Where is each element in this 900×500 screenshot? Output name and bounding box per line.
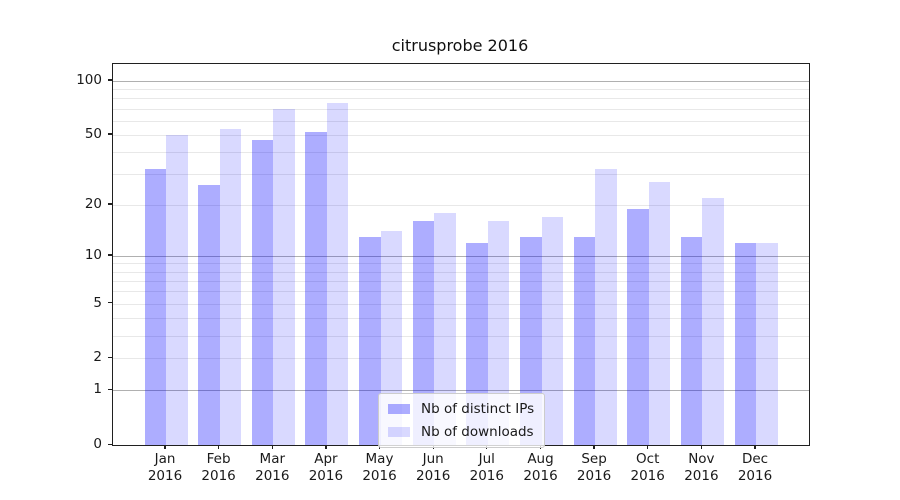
gridline-minor-4: [113, 318, 809, 319]
bars-layer: [113, 64, 809, 445]
x-tick-mark-Sep-2016: [593, 445, 595, 449]
y-tick-label-0: 0: [93, 436, 102, 452]
y-tick-label-2: 2: [93, 349, 102, 366]
x-tick-label-Jul-2016: Jul 2016: [469, 451, 504, 484]
bar-downloads-Jan-2016: [166, 134, 188, 445]
x-tick-label-Nov-2016: Nov 2016: [684, 451, 719, 484]
gridline-minor-70: [113, 108, 809, 110]
x-tick-mark-Nov-2016: [700, 445, 703, 449]
y-tick-mark-10: [108, 254, 112, 256]
x-tick-label-May-2016: May 2016: [362, 451, 397, 484]
gridline-minor-9: [113, 263, 809, 265]
bar-ips-Dec-2016: [734, 242, 756, 445]
bar-ips-Jan-2016: [144, 169, 166, 445]
x-tick-label-Apr-2016: Apr 2016: [308, 451, 344, 484]
y-tick-mark-0: [108, 443, 112, 445]
chart-title: citrusprobe 2016: [391, 36, 529, 55]
y-tick-mark-1: [108, 388, 112, 391]
gridline-minor-20: [113, 204, 809, 206]
x-tick-label-Aug-2016: Aug 2016: [523, 451, 558, 484]
y-tick-label-50: 50: [84, 125, 102, 142]
bar-ips-Oct-2016: [627, 208, 649, 445]
y-tick-mark-5: [108, 302, 112, 304]
x-tick-label-Jan-2016: Jan 2016: [147, 451, 183, 484]
legend-entry-downloads: Nb of downloads: [388, 424, 534, 440]
x-tick-mark-Oct-2016: [647, 445, 649, 449]
legend-label-distinct-ips: Nb of distinct IPs: [421, 401, 535, 417]
bar-downloads-Mar-2016: [273, 108, 295, 445]
bar-ips-Mar-2016: [251, 139, 274, 445]
y-tick-label-100: 100: [76, 71, 102, 88]
bar-ips-Apr-2016: [305, 131, 327, 445]
bar-ips-Jun-2016: [412, 221, 435, 445]
y-tick-mark-50: [108, 133, 112, 135]
bar-downloads-Apr-2016: [326, 103, 349, 445]
bar-downloads-May-2016: [380, 231, 402, 445]
x-tick-mark-Dec-2016: [754, 445, 756, 449]
gridline-minor-50: [113, 134, 809, 136]
legend-entry-distinct-ips: Nb of distinct IPs: [388, 401, 534, 417]
legend-swatch-downloads: [388, 427, 410, 437]
x-tick-label-Feb-2016: Feb 2016: [201, 451, 236, 484]
bar-downloads-Dec-2016: [756, 242, 778, 445]
bar-downloads-Aug-2016: [541, 216, 563, 445]
legend: Nb of distinct IPs Nb of downloads: [378, 393, 546, 448]
gridline-major-10: [113, 255, 809, 257]
x-tick-mark-Mar-2016: [271, 445, 273, 449]
bar-downloads-Oct-2016: [648, 182, 671, 445]
x-tick-label-Sep-2016: Sep 2016: [576, 451, 612, 484]
bar-ips-Nov-2016: [680, 236, 703, 445]
gridline-major-100: [113, 80, 809, 82]
bar-ips-May-2016: [359, 236, 381, 445]
legend-label-downloads: Nb of downloads: [421, 424, 534, 440]
x-tick-mark-Jan-2016: [164, 445, 166, 449]
grid-layer: [113, 64, 809, 445]
gridline-minor-80: [113, 98, 809, 100]
x-tick-label-Oct-2016: Oct 2016: [630, 451, 665, 484]
legend-swatch-distinct-ips: [388, 404, 410, 414]
bar-ips-Feb-2016: [198, 184, 220, 445]
y-tick-mark-20: [108, 203, 112, 205]
gridline-minor-2: [113, 358, 809, 360]
bar-downloads-Feb-2016: [219, 128, 242, 445]
gridline-minor-60: [113, 120, 809, 122]
bar-ips-Sep-2016: [573, 236, 596, 445]
y-tick-label-1: 1: [93, 381, 102, 398]
gridline-major-1: [113, 390, 809, 392]
y-tick-label-20: 20: [84, 195, 102, 212]
bar-downloads-Nov-2016: [702, 197, 724, 445]
gridline-minor-40: [113, 152, 809, 153]
bar-ips-Aug-2016: [520, 236, 542, 445]
x-tick-label-Jun-2016: Jun 2016: [416, 451, 451, 484]
x-tick-label-Mar-2016: Mar 2016: [255, 451, 290, 484]
y-tick-mark-2: [108, 356, 112, 359]
y-tick-label-5: 5: [93, 294, 102, 311]
x-tick-mark-Apr-2016: [325, 445, 327, 449]
x-tick-label-Dec-2016: Dec 2016: [737, 451, 773, 484]
gridline-minor-8: [113, 271, 809, 273]
gridline-minor-90: [113, 89, 809, 91]
gridline-minor-7: [113, 280, 809, 282]
gridline-minor-5: [113, 303, 809, 305]
bar-downloads-Sep-2016: [595, 169, 617, 445]
plot-area: Nb of distinct IPs Nb of downloads: [112, 63, 810, 448]
bar-downloads-Jul-2016: [487, 221, 510, 445]
gridline-minor-3: [113, 335, 809, 337]
gridline-minor-30: [113, 174, 809, 175]
y-tick-label-10: 10: [84, 246, 102, 263]
bar-downloads-Jun-2016: [434, 212, 456, 445]
x-tick-mark-Feb-2016: [217, 445, 220, 449]
gridline-minor-6: [113, 291, 809, 293]
y-tick-mark-100: [108, 79, 112, 81]
